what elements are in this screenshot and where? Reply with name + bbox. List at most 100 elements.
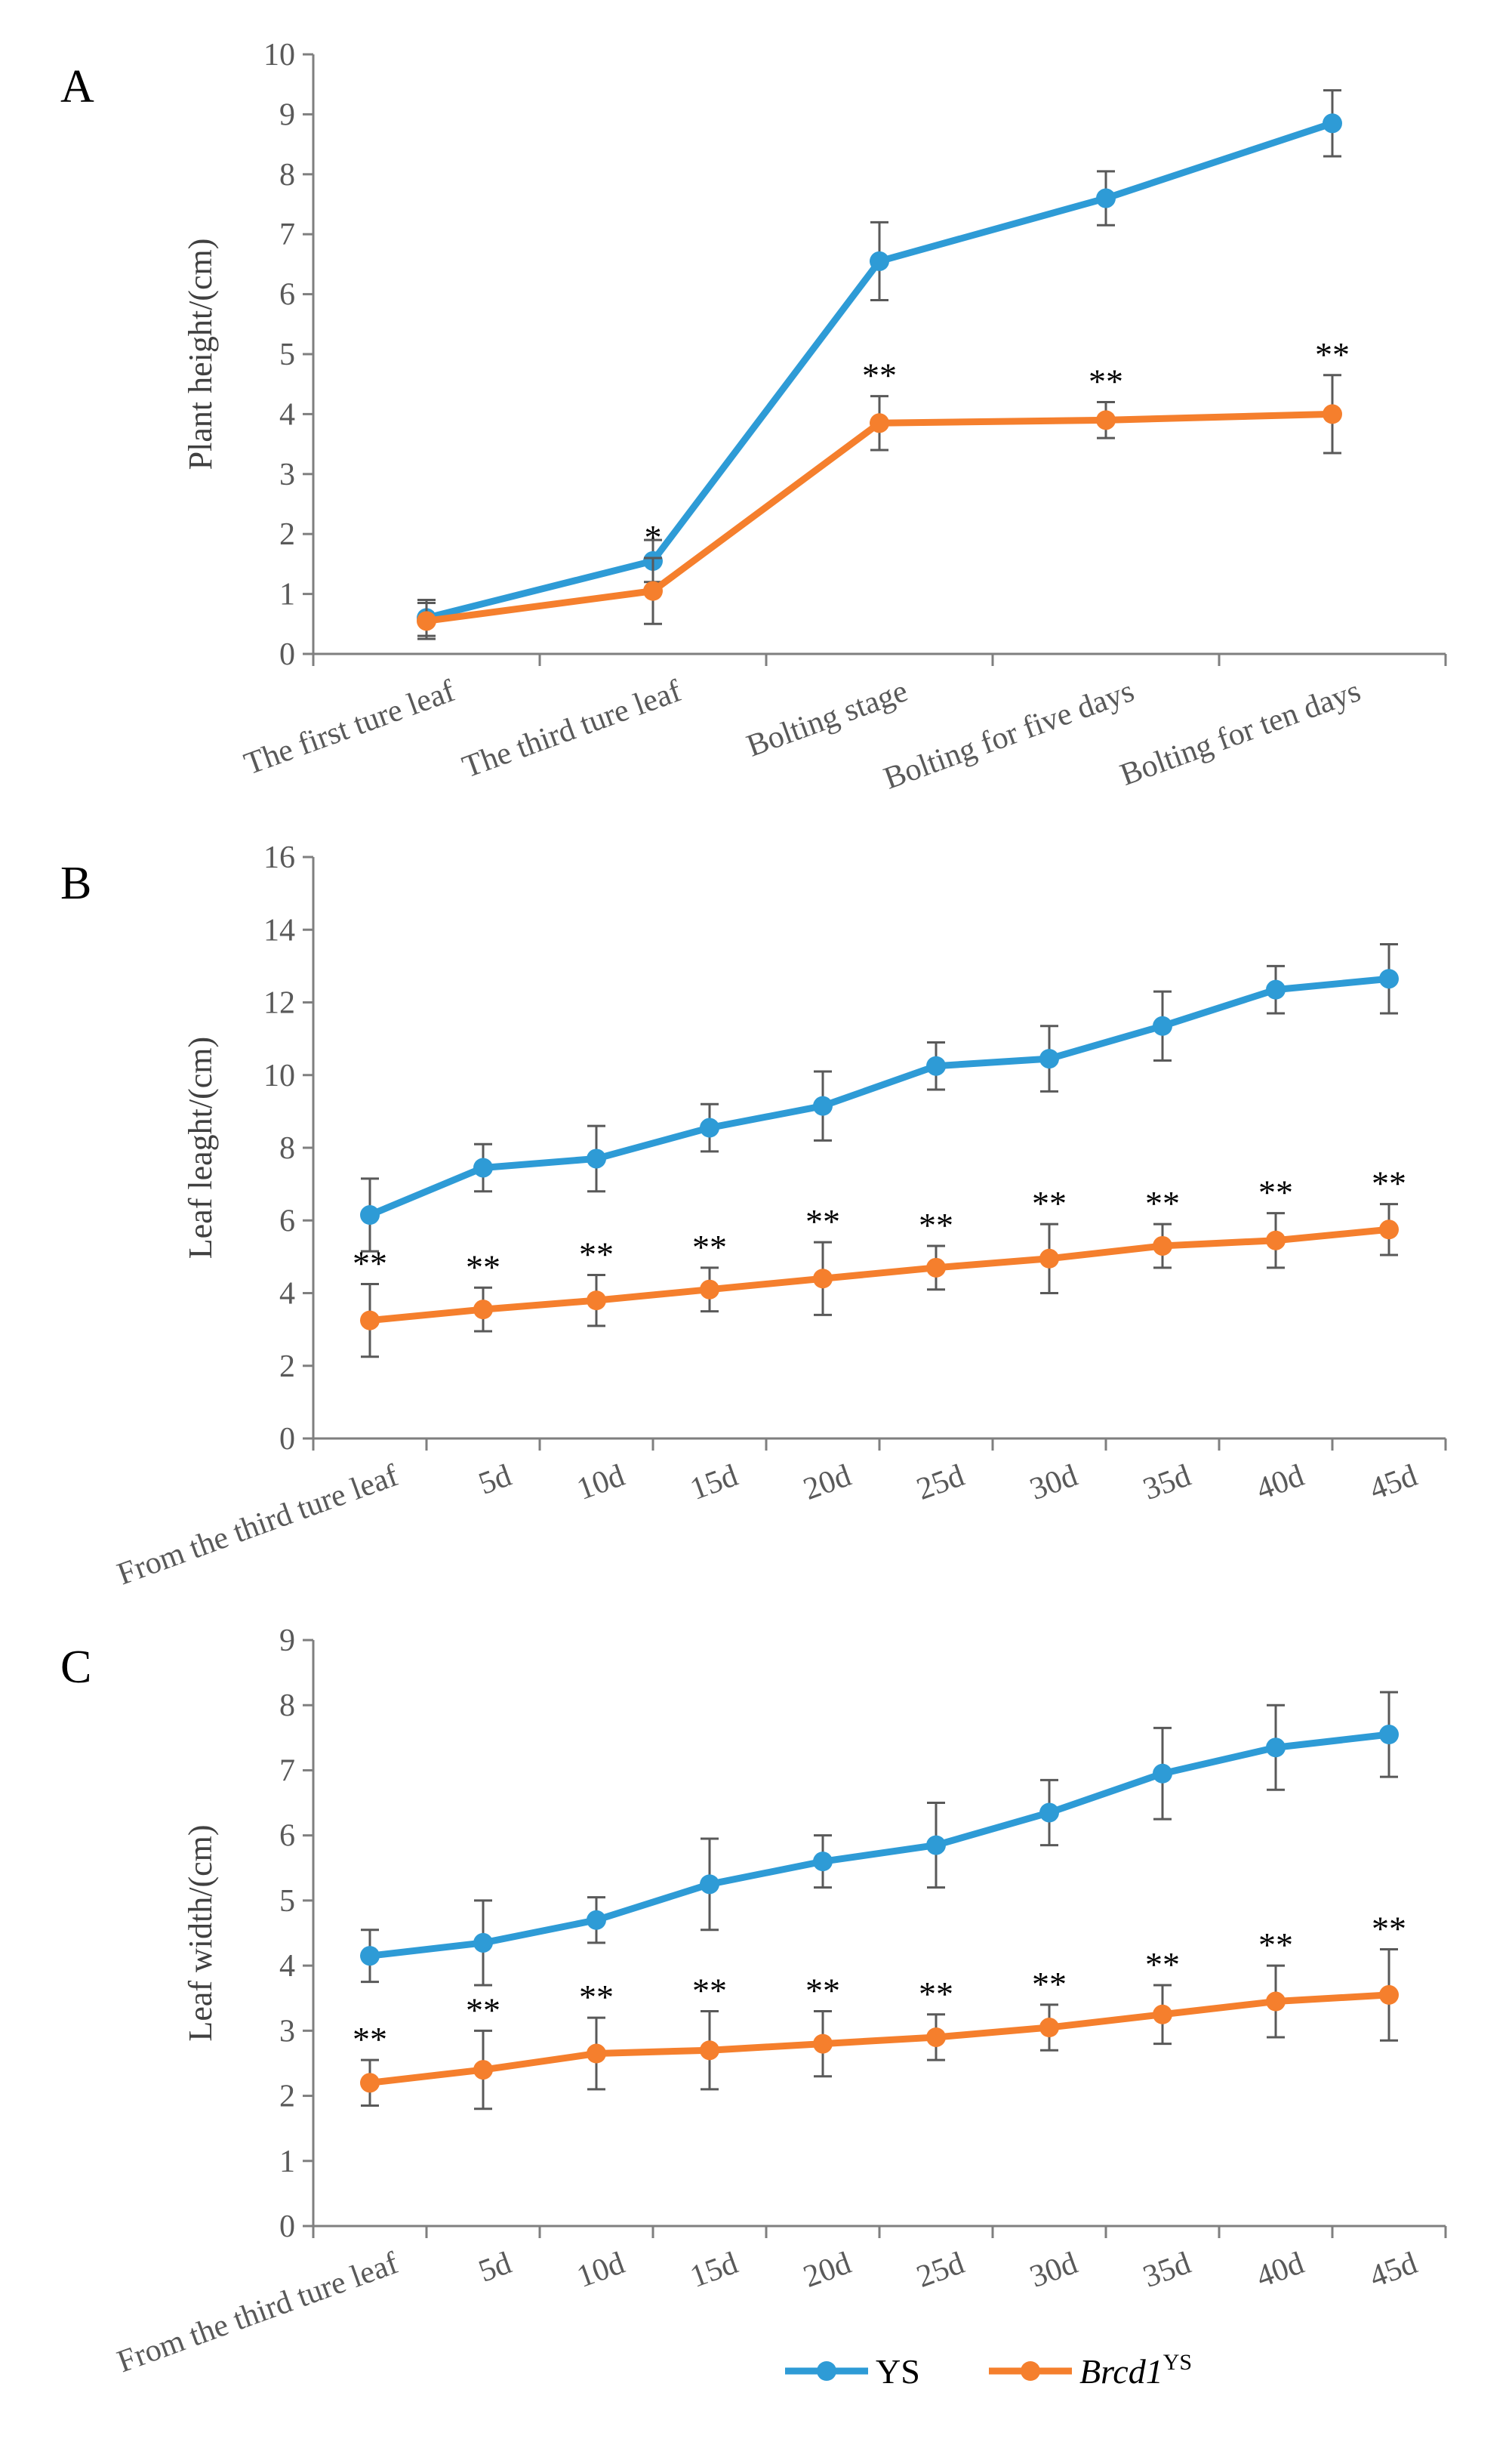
- y-tick-label: 0: [279, 1422, 295, 1457]
- data-point: [1153, 1763, 1172, 1784]
- y-tick-label: 0: [279, 2209, 295, 2244]
- legend-mutant-label: Brcd1YS: [1079, 2350, 1192, 2391]
- y-axis-label: Leaf width/(cm): [182, 1824, 219, 2041]
- data-point: [1096, 410, 1116, 430]
- y-tick-label: 2: [279, 2080, 295, 2114]
- data-point: [1379, 1219, 1399, 1240]
- y-tick-label: 5: [279, 1884, 295, 1919]
- data-point: [473, 1932, 493, 1953]
- significance-mark: **: [1032, 1965, 1067, 2003]
- y-tick-label: 1: [279, 2144, 295, 2179]
- y-tick-label: 8: [279, 158, 295, 193]
- significance-mark: **: [692, 1971, 727, 2009]
- significance-mark: **: [1315, 335, 1350, 374]
- y-tick-label: 16: [263, 840, 295, 875]
- significance-mark: **: [919, 1975, 953, 2013]
- panel-letter: A: [60, 61, 94, 113]
- y-tick-label: 10: [263, 38, 295, 72]
- y-tick-label: 0: [279, 637, 295, 672]
- data-point: [360, 1310, 380, 1330]
- series-line: [369, 1226, 1390, 1324]
- data-point: [360, 1946, 380, 1966]
- significance-mark: **: [1089, 362, 1123, 401]
- significance-mark: **: [353, 2020, 387, 2058]
- data-point: [1153, 1016, 1172, 1036]
- significance-mark: **: [353, 1244, 387, 1282]
- data-point: [417, 611, 436, 631]
- legend-mutant-marker: [1021, 2361, 1040, 2381]
- data-point: [700, 1279, 719, 1300]
- y-tick-label: 1: [279, 578, 295, 612]
- significance-mark: **: [1372, 1164, 1406, 1203]
- y-tick-label: 8: [279, 1131, 295, 1166]
- series-line: [369, 1991, 1390, 2086]
- series-brcd1ys: ** ** ** ** ** ** ** ** ** **: [353, 1164, 1406, 1358]
- series-line: [369, 1731, 1390, 1959]
- data-point: [643, 581, 663, 601]
- data-point: [926, 1056, 946, 1076]
- legend: YS Brcd1YS: [785, 2350, 1192, 2391]
- significance-mark: **: [1258, 1926, 1293, 1964]
- legend-mutant-superscript: YS: [1163, 2350, 1192, 2375]
- data-point: [813, 1269, 833, 1289]
- y-tick-label: 9: [279, 97, 295, 132]
- y-axis-label: Leaf leaght/(cm): [182, 1037, 219, 1259]
- data-point: [1266, 1737, 1286, 1758]
- y-tick-label: 9: [279, 1623, 295, 1658]
- series-ys: [360, 1691, 1399, 1987]
- y-tick-label: 2: [279, 517, 295, 552]
- legend-ys-marker: [817, 2361, 836, 2381]
- data-point: [587, 2043, 606, 2064]
- significance-mark: **: [466, 1990, 500, 2029]
- data-point: [926, 2027, 946, 2047]
- series-ys: [360, 943, 1399, 1253]
- y-tick-label: 5: [279, 338, 295, 372]
- data-point: [1153, 1235, 1172, 1256]
- y-tick-label: 7: [279, 217, 295, 252]
- data-point: [700, 1118, 719, 1138]
- data-point: [1096, 188, 1116, 208]
- y-tick-label: 2: [279, 1349, 295, 1384]
- data-point: [473, 2060, 493, 2080]
- series-brcd1ys: *** ****: [417, 335, 1350, 640]
- data-point: [1039, 1049, 1059, 1069]
- data-point: [1323, 404, 1342, 424]
- data-point: [870, 251, 889, 271]
- y-tick-label: 4: [279, 1277, 295, 1312]
- data-point: [813, 2033, 833, 2054]
- data-point: [1379, 1725, 1399, 1745]
- data-point: [587, 1910, 606, 1930]
- legend-mutant-name: Brcd1: [1079, 2352, 1163, 2391]
- significance-mark: **: [862, 356, 897, 395]
- y-tick-label: 14: [263, 913, 295, 948]
- data-point: [1266, 1230, 1286, 1250]
- significance-mark: **: [466, 1247, 500, 1286]
- data-point: [1153, 2004, 1172, 2024]
- significance-mark: *: [645, 518, 662, 557]
- y-tick-label: 6: [279, 1819, 295, 1854]
- data-point: [926, 1835, 946, 1855]
- data-point: [813, 1096, 833, 1116]
- y-tick-label: 10: [263, 1059, 295, 1093]
- y-tick-label: 4: [279, 1949, 295, 1984]
- series-brcd1ys: ** ** ** ** ** ** ** ** ** **: [353, 1910, 1406, 2111]
- data-point: [700, 1874, 719, 1895]
- panel-letter: B: [60, 858, 91, 909]
- data-point: [473, 1158, 493, 1178]
- y-tick-label: 8: [279, 1688, 295, 1723]
- y-tick-label: 6: [279, 278, 295, 313]
- data-point: [360, 1205, 380, 1226]
- y-tick-label: 12: [263, 986, 295, 1021]
- y-tick-label: 7: [279, 1753, 295, 1788]
- significance-mark: **: [1258, 1173, 1293, 1212]
- significance-mark: **: [805, 1971, 840, 2009]
- y-tick-label: 6: [279, 1204, 295, 1238]
- significance-mark: **: [1032, 1184, 1067, 1223]
- significance-mark: **: [1145, 1184, 1180, 1223]
- y-tick-label: 3: [279, 458, 295, 492]
- data-point: [700, 2040, 719, 2061]
- data-point: [587, 1149, 606, 1169]
- data-point: [1039, 2018, 1059, 2038]
- data-point: [926, 1257, 946, 1278]
